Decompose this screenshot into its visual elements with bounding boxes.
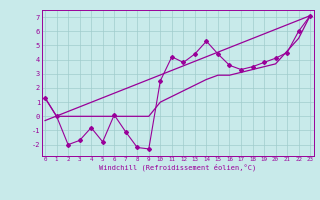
X-axis label: Windchill (Refroidissement éolien,°C): Windchill (Refroidissement éolien,°C) [99, 164, 256, 171]
